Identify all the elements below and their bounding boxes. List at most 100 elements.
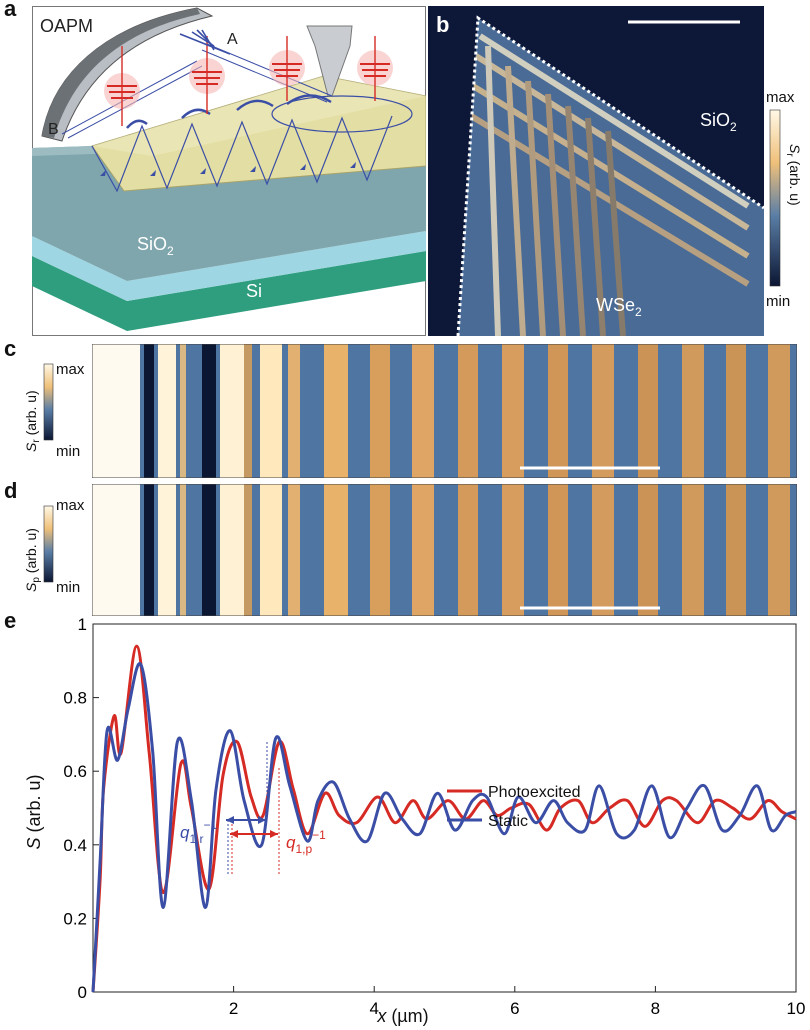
colorbar-b-label: Sr (arb. u) bbox=[784, 144, 803, 206]
y-tick-label: 0.4 bbox=[63, 836, 87, 855]
edge-outline bbox=[456, 15, 764, 336]
map-stripe bbox=[144, 344, 154, 478]
wse2-label: WSe2 bbox=[596, 295, 642, 319]
map-stripe bbox=[638, 344, 658, 478]
oapm-label: OAPM bbox=[40, 16, 93, 36]
map-stripe bbox=[412, 344, 434, 478]
stripes-d bbox=[92, 484, 790, 616]
x-tick-label: 6 bbox=[510, 999, 519, 1018]
panel-a-schematic: OAPM A B SiO2 Si bbox=[32, 6, 426, 336]
panel-d-map bbox=[92, 484, 797, 616]
laser-pulses bbox=[104, 36, 393, 126]
map-stripe bbox=[458, 344, 478, 478]
map-stripe bbox=[92, 344, 140, 478]
map-stripe bbox=[244, 484, 252, 616]
map-stripe bbox=[458, 484, 478, 616]
y-tick-label: 0.8 bbox=[63, 689, 87, 708]
colorbar-c-max: max bbox=[56, 361, 85, 378]
y-axis-label: S (arb. u) bbox=[24, 774, 44, 849]
map-stripe bbox=[158, 484, 176, 616]
colorbar-b-max: max bbox=[766, 89, 795, 106]
probe-pulse bbox=[179, 29, 231, 55]
beam-label-a: A bbox=[227, 31, 238, 48]
map-stripe bbox=[288, 344, 300, 478]
series-line-photoexcited bbox=[91, 644, 797, 993]
map-stripe bbox=[180, 344, 186, 478]
map-stripe bbox=[202, 484, 216, 616]
x-tick-label: 10 bbox=[787, 999, 806, 1018]
y-tick-label: 0.2 bbox=[63, 909, 87, 928]
x-tick-label: 2 bbox=[229, 999, 238, 1018]
map-stripe bbox=[158, 344, 176, 478]
map-stripe bbox=[180, 484, 186, 616]
panel-b-image: b SiO2 WSe2 bbox=[428, 6, 764, 336]
map-stripe bbox=[202, 344, 216, 478]
map-stripe bbox=[324, 344, 348, 478]
colorbar-d: max min Sp (arb. u) bbox=[23, 497, 85, 596]
map-stripe bbox=[682, 344, 704, 478]
sio2-light-layer bbox=[32, 231, 426, 301]
map-stripe bbox=[592, 344, 614, 478]
map-stripe bbox=[592, 484, 614, 616]
map-stripe bbox=[370, 484, 390, 616]
colorbar-c: max min Sr (arb. u) bbox=[23, 361, 85, 460]
series-line-static bbox=[91, 662, 797, 993]
map-stripe bbox=[412, 484, 434, 616]
q-r-label: q1,r−1 bbox=[180, 818, 217, 846]
map-stripe bbox=[548, 484, 568, 616]
beam-label-b: B bbox=[48, 121, 59, 138]
x-axis-label: x (µm) bbox=[376, 1006, 428, 1026]
map-stripe bbox=[244, 344, 252, 478]
map-stripe bbox=[288, 484, 300, 616]
map-stripe bbox=[768, 484, 790, 616]
map-stripe bbox=[682, 484, 704, 616]
si-layer bbox=[32, 251, 426, 331]
map-stripe bbox=[548, 344, 568, 478]
colorbar-d-label: Sp (arb. u) bbox=[23, 528, 42, 592]
sio2-label-a: SiO2 bbox=[137, 234, 174, 258]
map-stripe bbox=[726, 484, 746, 616]
colorbar-c-min: min bbox=[56, 443, 80, 460]
plot-frame bbox=[92, 623, 797, 993]
map-stripe bbox=[260, 344, 282, 478]
panel-e-chart: 2 4 6 8 10 0 0.2 0.4 0.6 0.8 1 q1,r−1 q1,p−1 Photo… bbox=[24, 615, 805, 1026]
map-stripe bbox=[370, 344, 390, 478]
colorbar-b-min: min bbox=[766, 293, 790, 310]
colorbar-d-min: min bbox=[56, 579, 80, 596]
map-stripe bbox=[768, 344, 790, 478]
map-stripe bbox=[220, 484, 244, 616]
colorbar-d-max: max bbox=[56, 497, 85, 514]
map-stripe bbox=[220, 344, 244, 478]
chart-lines bbox=[91, 644, 797, 993]
map-stripe bbox=[726, 344, 746, 478]
colorbar-c-label: Sr (arb. u) bbox=[23, 390, 42, 452]
map-stripe bbox=[638, 484, 658, 616]
map-stripe bbox=[144, 484, 154, 616]
q-annotations: q1,r−1 q1,p−1 bbox=[180, 742, 326, 876]
map-stripe bbox=[260, 484, 282, 616]
legend-label-static: Static bbox=[488, 813, 528, 830]
panel-c-map bbox=[92, 344, 797, 478]
panel-label-a: a bbox=[4, 0, 17, 21]
x-tick-label: 8 bbox=[651, 999, 660, 1018]
panel-label-c: c bbox=[4, 336, 17, 361]
panel-label-b: b bbox=[436, 12, 449, 37]
sio2-label-b: SiO2 bbox=[700, 110, 737, 134]
map-stripe bbox=[92, 484, 140, 616]
y-tick-label: 0.6 bbox=[63, 762, 87, 781]
chart-axes: 2 4 6 8 10 0 0.2 0.4 0.6 0.8 1 bbox=[63, 615, 805, 1018]
stripes-c bbox=[92, 344, 790, 478]
y-tick-label: 0 bbox=[78, 983, 87, 1002]
panel-label-d: d bbox=[4, 478, 18, 503]
map-stripe bbox=[502, 344, 524, 478]
legend-label-photoexcited: Photoexcited bbox=[488, 784, 581, 801]
panel-label-e: e bbox=[4, 608, 17, 633]
q-p-label: q1,p−1 bbox=[286, 828, 326, 856]
map-stripe bbox=[324, 484, 348, 616]
colorbar-b: max min Sr (arb. u) bbox=[766, 89, 803, 310]
chart-legend: Photoexcited Static bbox=[447, 784, 581, 830]
si-label: Si bbox=[246, 281, 262, 301]
x-tick-label: 4 bbox=[369, 999, 378, 1018]
y-tick-label: 1 bbox=[78, 615, 87, 634]
map-stripe bbox=[502, 484, 524, 616]
